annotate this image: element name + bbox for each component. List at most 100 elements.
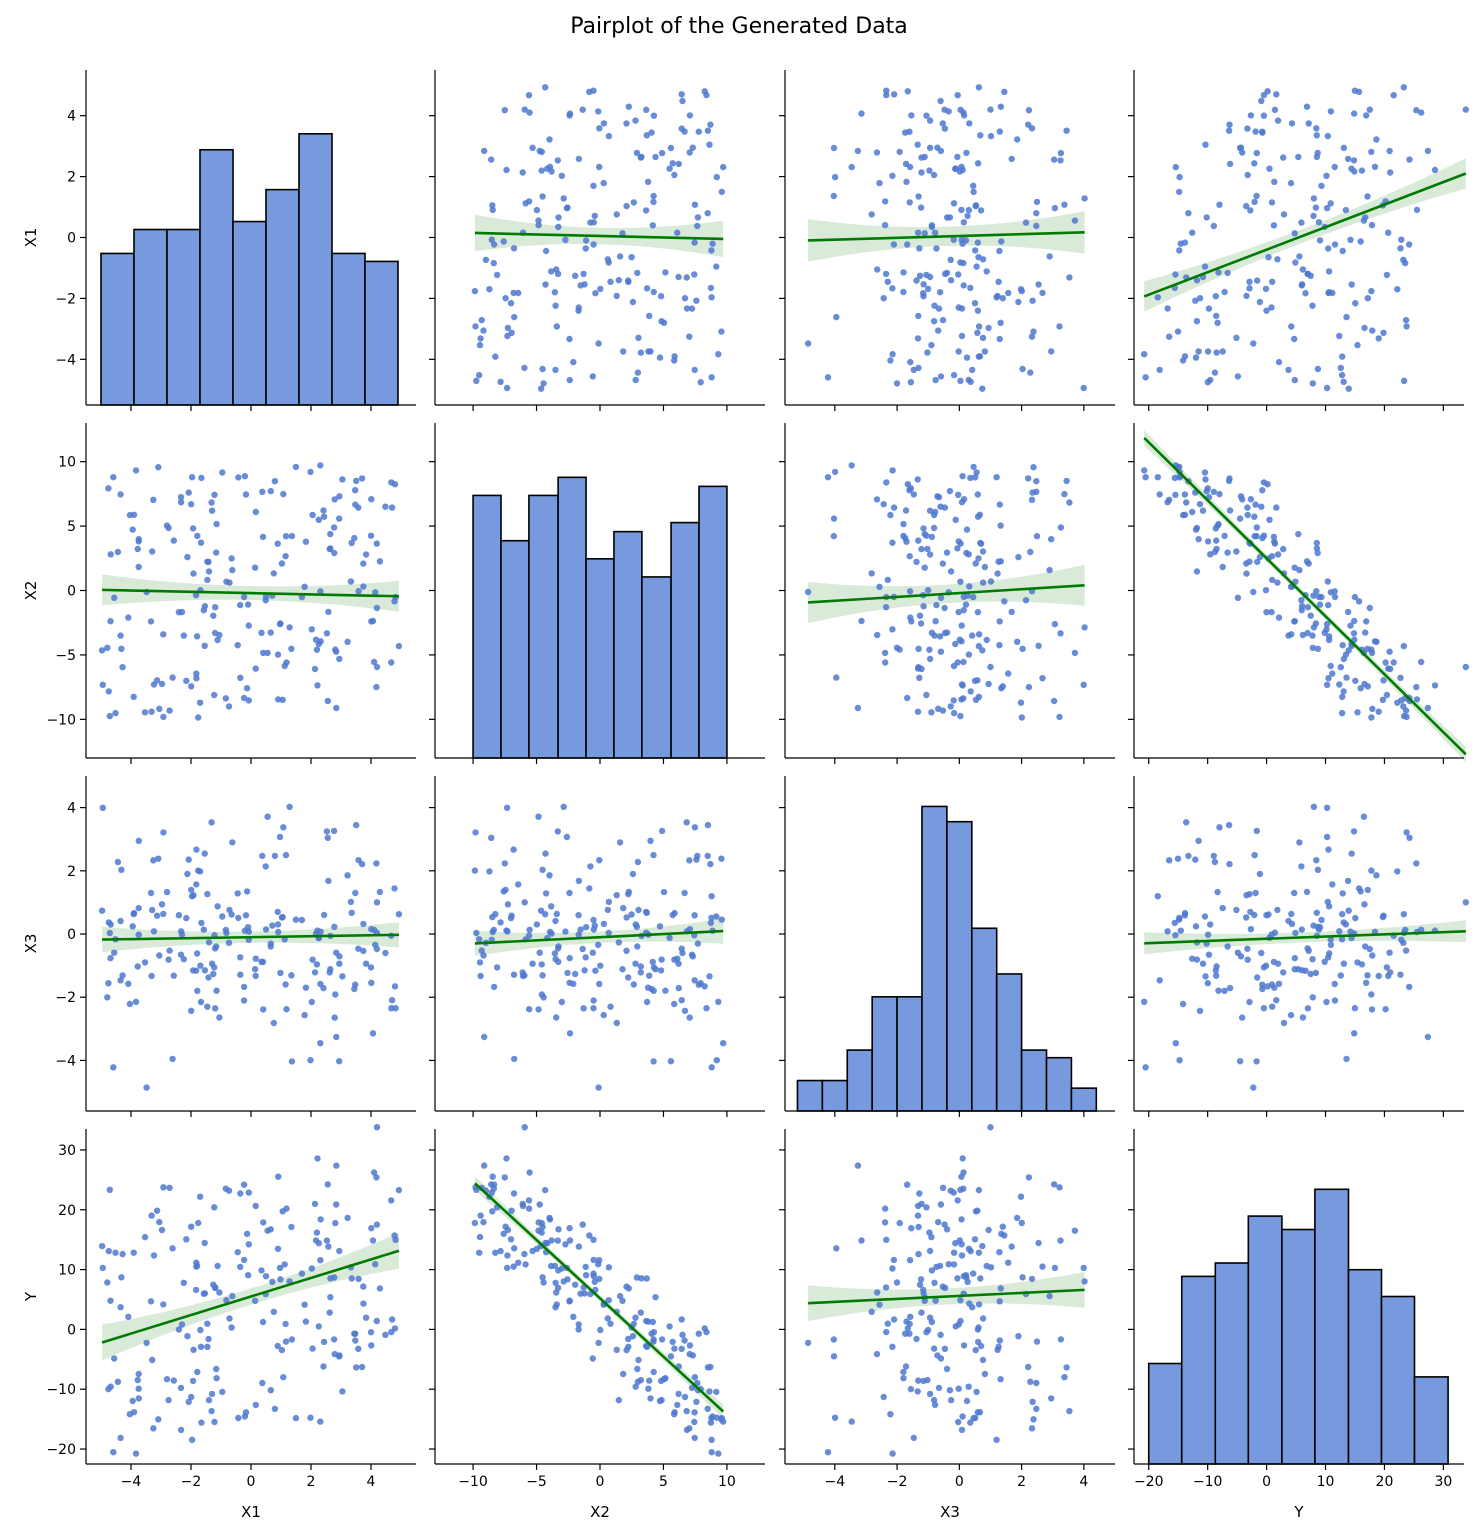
scatter-point [551,950,559,957]
scatter-point [158,1226,166,1234]
scatter-point [657,1377,665,1385]
scatter-point [930,1396,938,1404]
scatter-point [1033,222,1040,230]
scatter-point [1339,642,1346,649]
scatter-point [204,576,211,584]
scatter-point [693,1398,700,1406]
scatter-point [1394,868,1401,875]
scatter-point [646,1377,653,1384]
scatter-point [605,1264,613,1271]
scatter-point [890,504,898,511]
scatter-point [1046,566,1053,574]
scatter-point [358,860,366,868]
scatter-point [1318,916,1325,924]
scatter-point [1313,125,1320,132]
scatter-point [1181,491,1189,498]
scatter-point [804,340,812,347]
scatter-point [311,1200,319,1208]
scatter-point [947,568,955,575]
scatter-point [259,852,266,860]
scatter-point [336,1058,343,1065]
scatter-point [1295,530,1302,538]
x-tick-label: 10 [1317,1474,1335,1490]
scatter-point [198,474,205,482]
scatter-point [1274,256,1281,263]
scatter-point [943,1365,951,1373]
scatter-point [177,493,185,501]
scatter-point [1344,877,1352,885]
scatter-point [105,688,113,695]
scatter-point [975,631,983,638]
scatter-point [683,819,690,826]
scatter-point [373,1174,380,1181]
scatter-point [1051,204,1059,212]
scatter-point [212,1005,219,1012]
scatter-point [704,127,712,134]
scatter-point [1237,144,1245,151]
scatter-point [1008,155,1015,163]
x-tick-label: 0 [955,1474,964,1490]
scatter-point [244,601,252,608]
scatter-point [1351,1030,1358,1037]
scatter-point [1195,837,1202,844]
scatter-point [370,1169,378,1176]
scatter-point [1246,998,1253,1006]
scatter-point [188,1436,196,1444]
scatter-point [1462,106,1470,113]
scatter-point [697,379,704,386]
scatter-point [691,1374,699,1381]
scatter-point [395,911,403,918]
scatter-point [950,236,957,243]
scatter-point [674,229,681,236]
scatter-point [1313,132,1321,139]
scatter-point [648,1330,655,1337]
scatter-point [1018,714,1025,721]
scatter-point [552,366,559,374]
scatter-point [1413,107,1420,114]
scatter-point [1265,254,1272,261]
scatter-point [887,357,894,364]
scatter-point [1243,292,1250,300]
scatter-point [301,1301,308,1308]
scatter-point [935,327,942,334]
scatter-point [105,1385,112,1393]
scatter-point [902,129,909,136]
scatter-point [1071,1227,1079,1234]
scatter-point [1029,1398,1036,1406]
scatter-point [958,206,965,214]
scatter-point [353,821,360,829]
scatter-point [105,980,112,987]
scatter-point [216,1014,223,1021]
scatter-point [110,1449,117,1456]
scatter-point [192,967,200,974]
scatter-point [689,953,696,960]
scatter-point [1375,708,1382,715]
scatter-point [1164,305,1171,312]
scatter-point [666,165,673,172]
scatter-point [933,245,940,252]
scatter-point [262,1273,270,1280]
scatter-point [1025,1174,1033,1181]
scatter-point [575,912,582,919]
y-tick-label: 20 [58,1203,76,1219]
scatter-point [708,1436,715,1444]
scatter-point [1001,1232,1008,1239]
y-tick-label: 0 [67,231,76,247]
scatter-point [1265,911,1272,918]
scatter-point [1344,608,1352,616]
scatter-point [1213,537,1220,544]
scatter-point [1303,103,1311,110]
scatter-point [1225,127,1233,134]
scatter-point [915,1223,922,1231]
hist-bar-X2-3 [557,476,587,759]
scatter-point [333,1033,340,1041]
x-tick-label: −4 [824,1474,845,1490]
scatter-point [237,601,244,609]
scatter-point [900,288,907,296]
scatter-point [148,708,155,715]
x-tick-label: 5 [659,1474,668,1490]
scatter-point [1296,253,1303,260]
scatter-point [175,912,183,919]
scatter-point [1215,269,1222,276]
